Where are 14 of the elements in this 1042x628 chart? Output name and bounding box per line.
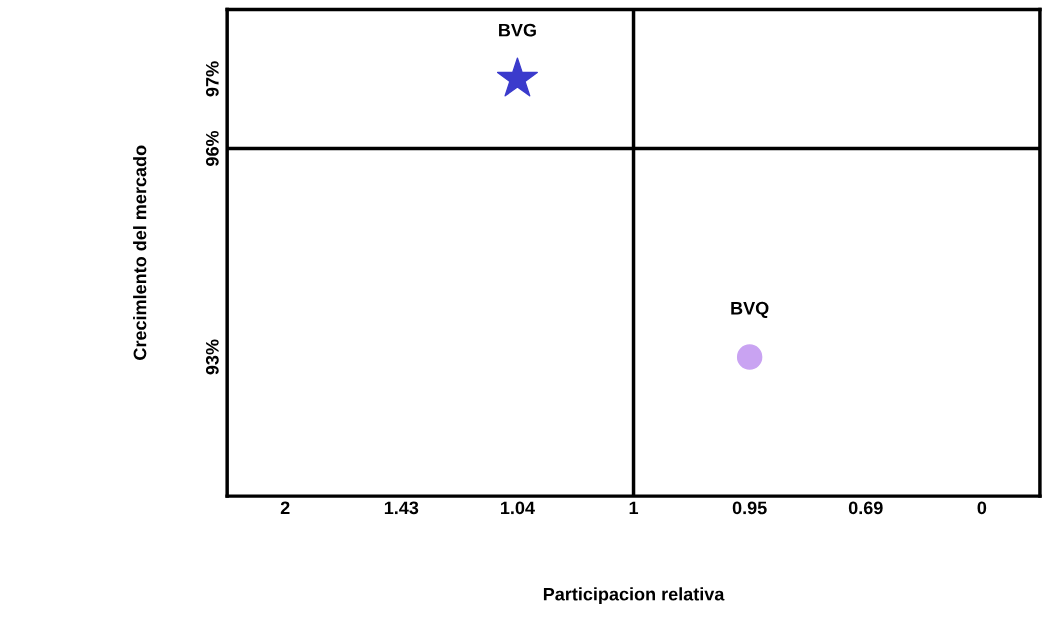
y-tick-label: 96% — [205, 130, 219, 166]
series-label: BVQ — [731, 301, 769, 318]
series-label: BVG — [499, 23, 536, 37]
x-axis-title: Participacion relativa — [543, 587, 725, 605]
x-tick-label: 0.69 — [848, 501, 883, 515]
y-axis-title: Crecimlento del mercado — [133, 145, 147, 360]
x-tick-label: 2 — [280, 501, 290, 515]
x-tick-label: 1 — [629, 501, 639, 515]
x-tick-label: 0.95 — [732, 501, 767, 515]
x-tick-label: 1.04 — [501, 501, 535, 515]
y-tick-label: 97% — [205, 61, 219, 97]
x-tick-label: 1.43 — [384, 501, 419, 515]
y-tick-label: 93% — [205, 339, 219, 375]
x-tick-label: 0 — [977, 501, 987, 515]
